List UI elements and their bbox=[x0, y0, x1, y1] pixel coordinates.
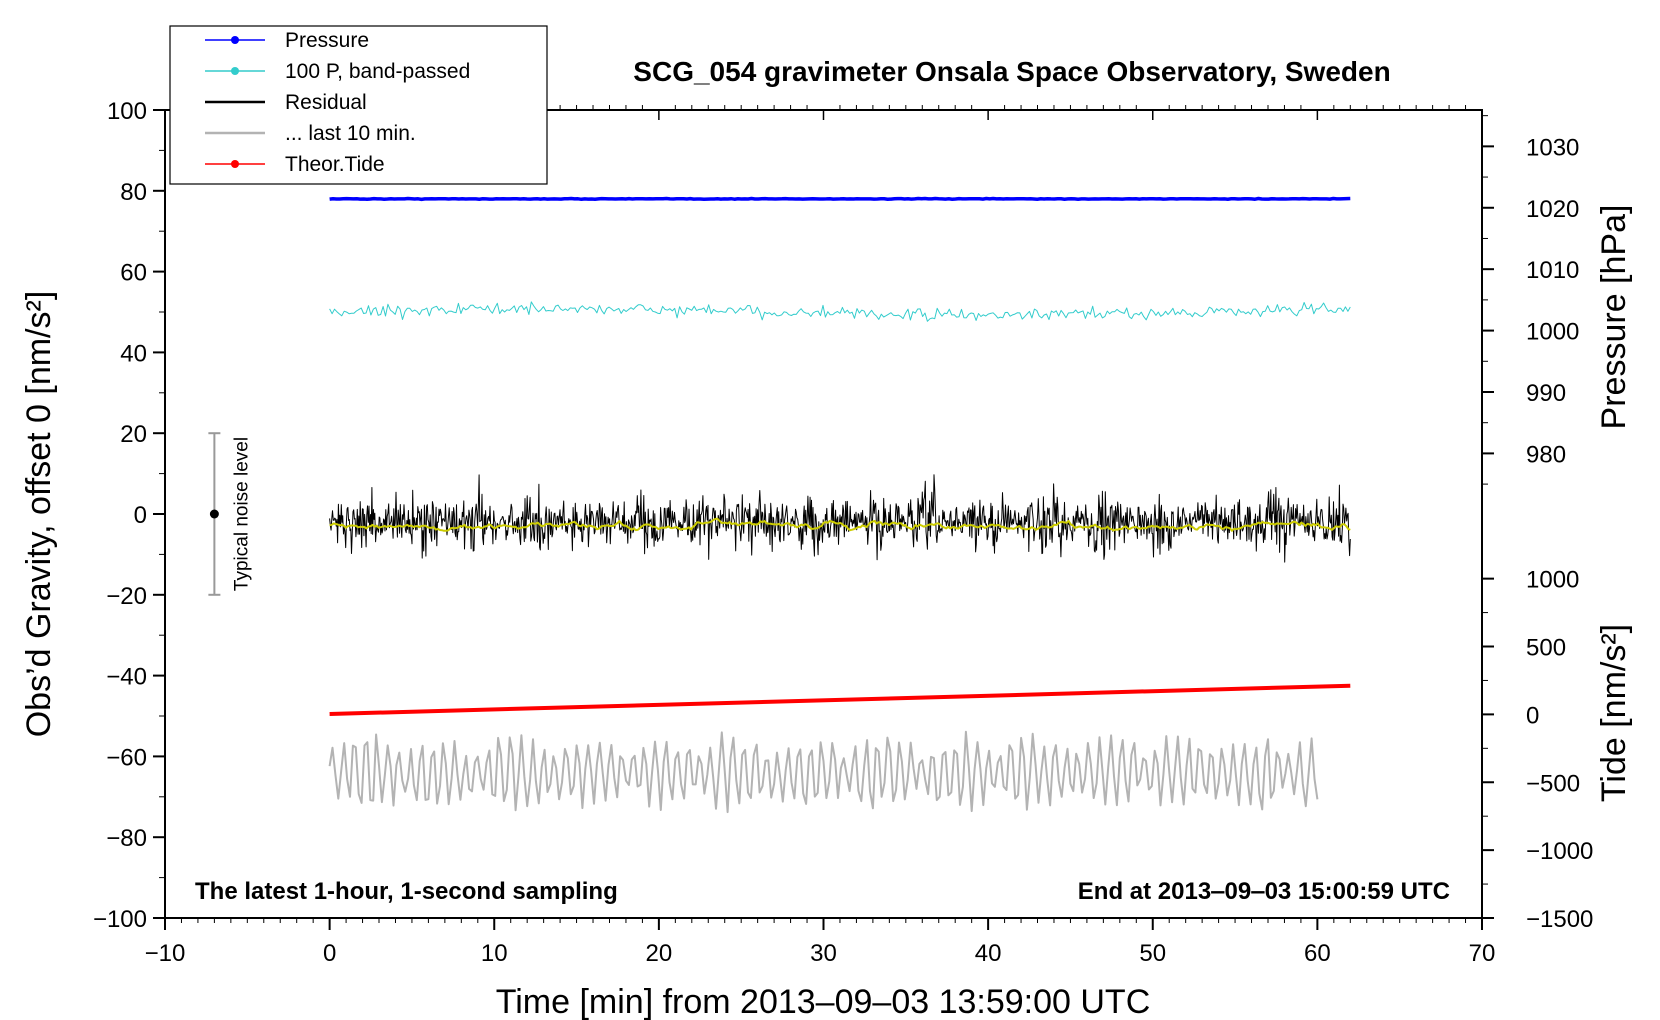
pressure-tick-label: 1000 bbox=[1526, 319, 1579, 346]
x-tick-label: 0 bbox=[323, 940, 336, 967]
x-tick-label: −10 bbox=[145, 940, 186, 967]
y-tick-label: −60 bbox=[106, 744, 147, 771]
y-tick-label: 0 bbox=[134, 502, 147, 529]
x-tick-label: 70 bbox=[1469, 940, 1496, 967]
legend-marker bbox=[231, 67, 239, 75]
pressure-tick-label: 980 bbox=[1526, 441, 1566, 468]
tide-tick-label: −1500 bbox=[1526, 906, 1593, 933]
legend: Pressure 100 P, band‑passed Residual ... la… bbox=[169, 25, 548, 185]
pressure-tick-label: 1030 bbox=[1526, 134, 1579, 161]
x-tick-label: 40 bbox=[975, 940, 1002, 967]
tide-tick-label: 1000 bbox=[1526, 567, 1579, 594]
series-line-residual-smoothed bbox=[329, 517, 1351, 532]
noise-indicator bbox=[208, 432, 221, 596]
x-tick-label: 10 bbox=[481, 940, 508, 967]
series-line-pressure bbox=[329, 196, 1351, 202]
pressure-tick-label: 990 bbox=[1526, 380, 1566, 407]
legend-label: ... last 10 min. bbox=[285, 122, 416, 145]
noise-level-label: Typical noise level bbox=[231, 437, 252, 591]
y-tick-label: −100 bbox=[93, 906, 147, 933]
series-line-tide bbox=[329, 683, 1351, 716]
sampling-note: The latest 1‑hour, 1‑second sampling bbox=[195, 878, 618, 905]
x-tick-label: 60 bbox=[1304, 940, 1331, 967]
y-tick-label: 100 bbox=[107, 98, 147, 125]
y-tick-label: −40 bbox=[106, 664, 147, 691]
y-axis-title: Obs’d Gravity, offset 0 [nm/s²] bbox=[20, 291, 58, 738]
legend-box bbox=[169, 25, 548, 185]
legend-marker bbox=[231, 160, 239, 168]
legend-marker bbox=[231, 36, 239, 44]
x-axis-title: Time [min] from 2013‒09‒03 13:59:00 UTC bbox=[496, 983, 1151, 1020]
tide-axis-title: Tide [nm/s²] bbox=[1595, 624, 1633, 802]
pressure-tick-label: 1020 bbox=[1526, 196, 1579, 223]
legend-label: Pressure bbox=[285, 29, 369, 52]
tide-tick-label: −1000 bbox=[1526, 838, 1593, 865]
series-line-100-p-band-passed bbox=[329, 301, 1351, 322]
legend-label: Theor.Tide bbox=[285, 153, 385, 176]
x-tick-label: 30 bbox=[810, 940, 837, 967]
y-tick-label: 40 bbox=[120, 340, 147, 367]
pressure-tick-label: 1010 bbox=[1526, 257, 1579, 284]
legend-label: Residual bbox=[285, 91, 367, 114]
y-tick-label: 20 bbox=[120, 421, 147, 448]
ticks-layer: −10 0 10 20 30 40 50 60 70−100−80−60−40−20020406… bbox=[93, 98, 1593, 967]
series-layer bbox=[328, 196, 1351, 814]
x-tick-label: 50 bbox=[1139, 940, 1166, 967]
tide-tick-label: 500 bbox=[1526, 635, 1566, 662]
tide-tick-label: −500 bbox=[1526, 770, 1580, 797]
chart-title: SCG_054 gravimeter Onsala Space Observat… bbox=[633, 56, 1390, 87]
y-tick-label: 80 bbox=[120, 179, 147, 206]
y-tick-label: −80 bbox=[106, 825, 147, 852]
pressure-axis-title: Pressure [hPa] bbox=[1595, 205, 1633, 430]
y-tick-label: 60 bbox=[120, 260, 147, 287]
series-line-last-10-min bbox=[328, 730, 1319, 814]
x-tick-label: 20 bbox=[646, 940, 673, 967]
legend-label: 100 P, band‑passed bbox=[285, 60, 470, 83]
y-tick-label: −20 bbox=[106, 583, 147, 610]
tide-tick-label: 0 bbox=[1526, 702, 1539, 729]
noise-bar-center bbox=[209, 509, 219, 519]
end-time-note: End at 2013‒09‒03 15:00:59 UTC bbox=[1078, 878, 1450, 905]
